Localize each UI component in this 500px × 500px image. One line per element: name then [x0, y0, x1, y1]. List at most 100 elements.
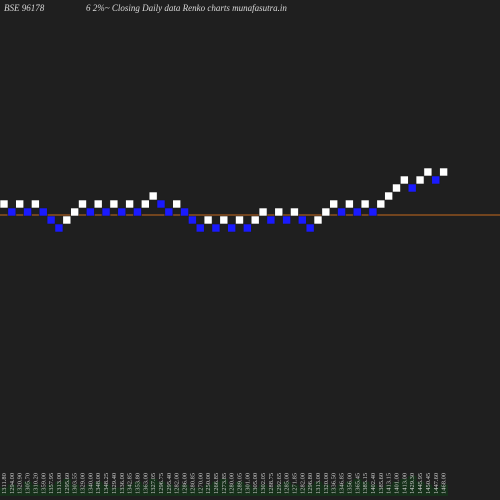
x-tick-label: 1289.05	[237, 473, 244, 494]
volume-bar	[188, 487, 197, 496]
x-tick-label: 1363.00	[142, 473, 149, 494]
volume-bar	[329, 487, 339, 496]
x-tick-label: 1357.95	[48, 473, 55, 494]
renko-brick-up	[439, 167, 448, 177]
renko-brick-down	[297, 215, 307, 225]
x-tick-label: 1320.90	[17, 473, 24, 494]
renko-brick-down	[164, 207, 174, 217]
x-tick-label: 1346.85	[339, 473, 346, 494]
renko-brick-down	[305, 223, 315, 233]
renko-brick-down	[211, 223, 221, 233]
volume-bar	[298, 487, 307, 496]
renko-brick-down	[117, 207, 127, 217]
renko-bricks	[0, 167, 448, 233]
volume-bar	[235, 481, 244, 496]
x-tick-label: 1286.00	[182, 473, 189, 494]
x-tick-label: 1285.00	[284, 473, 291, 494]
volume-bar	[211, 481, 221, 496]
x-tick-label: 1327.05	[150, 473, 157, 494]
x-tick-label: 1301.00	[244, 473, 251, 494]
volume-bar	[47, 484, 56, 496]
renko-brick-up	[141, 199, 150, 209]
volume-bar	[274, 484, 284, 496]
renko-brick-up	[109, 199, 119, 209]
x-tick-label: 1329.00	[80, 473, 87, 494]
x-tick-label: 1295.40	[166, 473, 173, 494]
x-tick-label: 1303.55	[72, 473, 79, 494]
x-tick-label: 1353.80	[134, 473, 141, 494]
renko-brick-up	[376, 199, 386, 209]
volume-bar	[400, 478, 409, 496]
renko-brick-down	[7, 207, 17, 217]
x-tick-label: 1445.95	[417, 473, 424, 494]
volume-bar	[117, 487, 127, 496]
x-tick-label: 1402.40	[370, 473, 377, 494]
x-tick-label: 1282.00	[299, 473, 306, 494]
volume-bar	[133, 481, 142, 496]
x-tick-label: 1348.00	[95, 473, 102, 494]
volume-bar	[109, 487, 119, 496]
renko-brick-up	[329, 199, 339, 209]
renko-brick-down	[195, 223, 205, 233]
volume-bar	[102, 484, 111, 496]
renko-brick-down	[407, 183, 417, 193]
volume-bar	[384, 484, 393, 496]
x-tick-label: 1266.85	[213, 473, 220, 494]
volume-bar	[31, 484, 40, 496]
x-tick-label: 1450.45	[425, 473, 432, 494]
x-tick-label: 1273.85	[221, 473, 228, 494]
volume-bar	[431, 487, 441, 496]
volume-bar	[361, 481, 370, 496]
renko-brick-up	[0, 199, 9, 209]
x-tick-label: 1271.85	[291, 473, 298, 494]
volume-bar	[62, 478, 72, 496]
renko-brick-up	[415, 175, 425, 185]
renko-brick-down	[156, 199, 166, 209]
renko-brick-down	[23, 207, 32, 217]
renko-brick-up	[313, 215, 323, 225]
symbol-label: BSE 96178	[4, 3, 45, 13]
volume-bar	[392, 481, 401, 496]
renko-brick-up	[290, 207, 299, 217]
x-tick-label: 1305.70	[25, 473, 32, 494]
renko-brick-up	[274, 207, 284, 217]
renko-brick-down	[337, 207, 346, 217]
x-tick-label: 1336.00	[119, 473, 126, 494]
volume-bar	[15, 487, 25, 496]
volume-bar	[266, 487, 276, 496]
volume-bar	[7, 484, 17, 496]
x-tick-label: 1413.15	[386, 473, 393, 494]
renko-brick-up	[148, 191, 158, 201]
x-tick-label: 1296.75	[158, 473, 165, 494]
volume-bar	[227, 484, 236, 496]
x-axis-tick-labels: 1311.80 1294.00 1320.90 1305.70 1310.20 1359.…	[1, 473, 448, 494]
volume-bar	[78, 487, 87, 496]
x-tick-label: 1305.00	[252, 473, 259, 494]
renko-brick-down	[86, 207, 95, 217]
volume-bar	[70, 484, 79, 496]
renko-brick-down	[431, 175, 441, 185]
x-tick-label: 1320.00	[323, 473, 330, 494]
volume-bar	[164, 484, 174, 496]
x-tick-label: 1365.45	[354, 473, 361, 494]
renko-brick-up	[400, 175, 409, 185]
renko-brick-up	[125, 199, 134, 209]
x-tick-label: 1342.85	[127, 473, 134, 494]
renko-brick-up	[78, 199, 87, 209]
renko-brick-down	[282, 215, 291, 225]
volume-bar	[376, 487, 386, 496]
renko-brick-up	[93, 199, 103, 209]
volume-bar	[416, 481, 425, 496]
volume-bar	[204, 484, 213, 496]
x-tick-label: 1310.20	[32, 473, 39, 494]
volume-bar	[172, 487, 182, 496]
x-tick-label: 1292.65	[276, 473, 283, 494]
volume-bar	[353, 478, 362, 496]
volume-bar	[157, 481, 166, 496]
renko-brick-down	[188, 215, 197, 225]
x-tick-label: 1385.15	[362, 473, 369, 494]
x-tick-label: 1336.50	[331, 473, 338, 494]
renko-brick-down	[352, 207, 362, 217]
volume-bar	[251, 487, 260, 496]
